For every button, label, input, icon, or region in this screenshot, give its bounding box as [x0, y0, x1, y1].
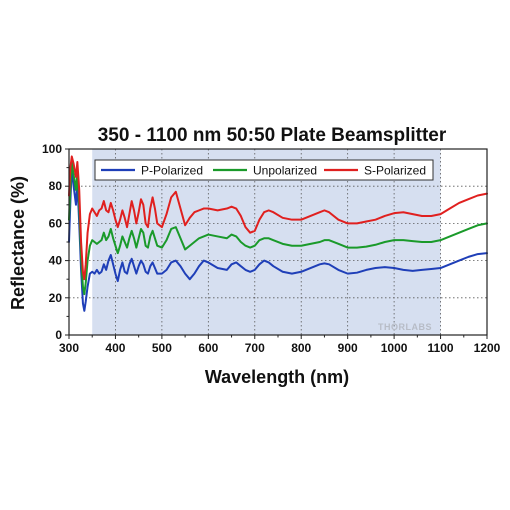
- x-tick-label: 1200: [474, 341, 501, 355]
- y-tick-label: 40: [49, 254, 63, 268]
- x-tick-label: 900: [338, 341, 358, 355]
- x-tick-label: 1100: [428, 341, 454, 355]
- series-line-p-polarized: [68, 166, 488, 312]
- x-axis: 300 400 500 600 700 800 900 1000 1100 1200: [59, 335, 501, 355]
- chart-title: 350 - 1100 nm 50:50 Plate Beamsplitter: [98, 125, 447, 146]
- legend-label-unpolarized: Unpolarized: [253, 164, 317, 178]
- series-line-s-polarized: [68, 155, 488, 281]
- series-group: [68, 155, 488, 312]
- y-tick-label: 60: [49, 216, 63, 230]
- x-tick-label: 600: [198, 341, 218, 355]
- series-line-unpolarized: [68, 161, 488, 296]
- legend-label-s-polarized: S-Polarized: [364, 164, 426, 178]
- y-tick-label: 100: [42, 142, 62, 156]
- y-axis-title: Reflectance (%): [8, 176, 28, 310]
- y-tick-label: 0: [55, 328, 62, 342]
- legend-label-p-polarized: P-Polarized: [141, 164, 203, 178]
- x-tick-label: 500: [152, 341, 172, 355]
- x-tick-label: 1000: [381, 341, 408, 355]
- y-tick-label: 80: [49, 179, 63, 193]
- grid: [69, 149, 487, 335]
- x-tick-label: 300: [59, 341, 79, 355]
- legend: P-Polarized Unpolarized S-Polarized: [94, 159, 434, 181]
- legend-box: [94, 159, 434, 181]
- y-tick-label: 20: [49, 291, 63, 305]
- x-tick-label: 800: [291, 341, 311, 355]
- x-tick-label: 400: [105, 341, 125, 355]
- x-tick-label: 700: [245, 341, 265, 355]
- x-axis-title: Wavelength (nm): [205, 367, 349, 387]
- thorlabs-logo: THORLABS: [378, 322, 432, 332]
- y-axis: 0 20 40 60 80 100: [42, 142, 69, 342]
